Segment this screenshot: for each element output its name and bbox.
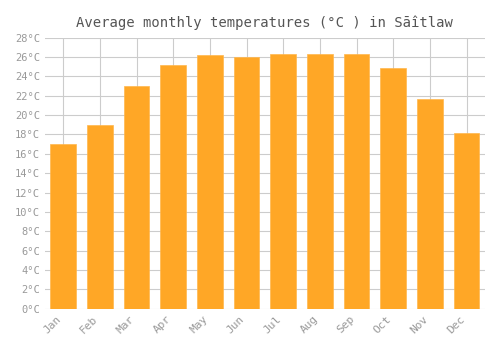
Bar xyxy=(454,133,479,309)
Bar xyxy=(160,65,186,309)
Bar xyxy=(87,125,112,309)
Bar xyxy=(50,144,76,309)
Bar xyxy=(270,54,296,309)
Bar xyxy=(124,86,150,309)
Bar xyxy=(344,54,370,309)
Title: Average monthly temperatures (°C ) in Sāîtlaw: Average monthly temperatures (°C ) in Sā… xyxy=(76,15,454,29)
Bar xyxy=(234,57,260,309)
Bar xyxy=(380,68,406,309)
Bar xyxy=(197,55,223,309)
Bar xyxy=(307,54,333,309)
Bar xyxy=(417,99,443,309)
